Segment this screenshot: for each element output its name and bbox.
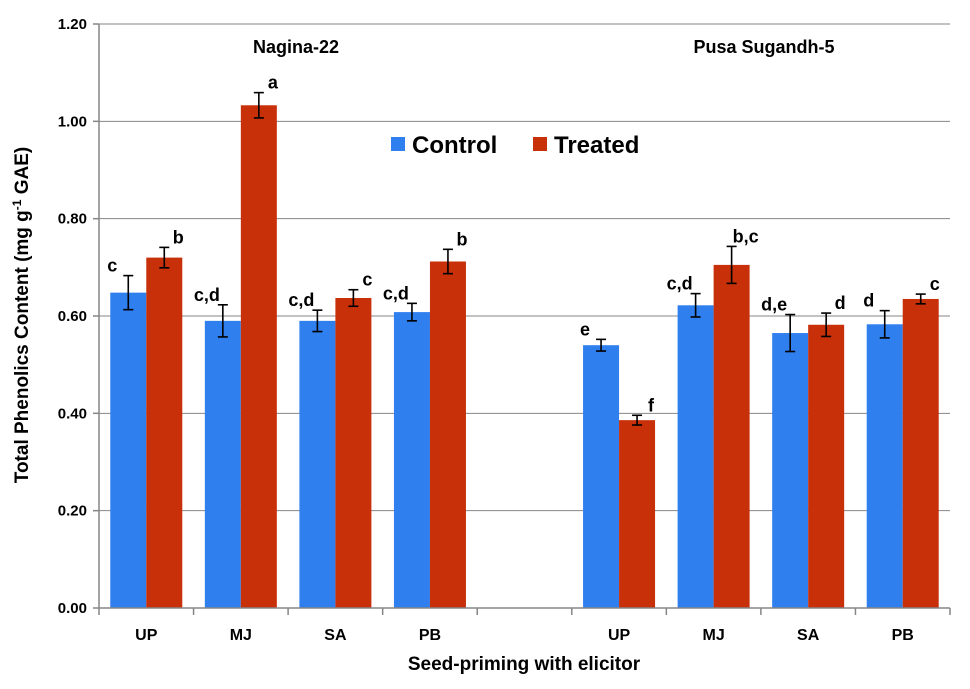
significance-label: d: [863, 291, 874, 311]
significance-label: b: [456, 229, 467, 249]
significance-label: c,d: [288, 290, 314, 310]
y-tick-label: 0.40: [58, 405, 87, 422]
x-tick-label-pb: PB: [419, 627, 441, 644]
significance-label: c,d: [383, 283, 409, 303]
y-axis-title-superscript: -1: [10, 199, 24, 210]
bar-control-up: [110, 292, 147, 608]
bar-control-up: [583, 345, 620, 608]
bar-control-mj: [204, 320, 241, 608]
y-tick-label: 0.60: [58, 308, 87, 325]
x-tick-label-pb: PB: [892, 627, 914, 644]
group-title-nagina-22: Nagina-22: [253, 37, 339, 57]
bar-treated-mj: [240, 105, 277, 609]
y-tick-label: 0.20: [58, 503, 87, 520]
group-title-pusa-sugandh-5: Pusa Sugandh-5: [693, 37, 834, 57]
y-axis-title-main: Total Phenolics Content (mg g: [12, 210, 33, 483]
significance-label: c: [930, 274, 940, 294]
significance-label: c: [107, 256, 117, 276]
y-tick-label: 1.20: [58, 16, 87, 33]
significance-label: d,e: [761, 295, 787, 315]
x-tick-label-mj: MJ: [230, 627, 252, 644]
bar-control-sa: [299, 320, 336, 608]
legend-swatch-control: [391, 137, 405, 151]
bar-treated-up: [146, 257, 183, 608]
y-axis-title: Total Phenolics Content (mg g-1 GAE): [10, 147, 33, 484]
significance-label: f: [648, 395, 655, 415]
significance-label: a: [268, 73, 279, 93]
bar-control-pb: [866, 324, 903, 608]
x-tick-label-sa: SA: [324, 627, 347, 644]
legend-label-treated: Treated: [554, 132, 639, 159]
x-tick-label-sa: SA: [797, 627, 820, 644]
bar-treated-mj: [713, 264, 750, 608]
bar-treated-pb: [429, 261, 466, 608]
labels: 0.00 0.20 0.40 0.60 0.80 1.00 1.20 UP c b MJ c,d a SA…: [58, 16, 940, 644]
legend-label-control: Control: [412, 132, 497, 159]
bar-control-pb: [393, 312, 430, 608]
x-tick-label-mj: MJ: [702, 627, 724, 644]
bars: [110, 91, 939, 609]
significance-label: c,d: [194, 285, 220, 305]
significance-label: d: [835, 293, 846, 313]
significance-label: e: [580, 319, 590, 339]
y-tick-label: 0.80: [58, 211, 87, 228]
significance-label: c: [362, 270, 372, 290]
legend-swatch-treated: [533, 137, 547, 151]
y-tick-label: 0.00: [58, 600, 87, 617]
bar-control-mj: [677, 305, 714, 608]
significance-label: b: [173, 227, 184, 247]
x-tick-label-up: UP: [608, 627, 631, 644]
y-tick-label: 1.00: [58, 113, 87, 130]
significance-label: c,d: [667, 274, 693, 294]
bar-control-sa: [772, 333, 809, 608]
y-axis-title-end: GAE): [12, 147, 33, 200]
bar-treated-pb: [902, 298, 939, 608]
legend: Control Treated: [391, 132, 639, 159]
significance-label: b,c: [733, 226, 759, 246]
axes: [93, 23, 951, 615]
x-tick-label-up: UP: [135, 627, 158, 644]
bar-treated-up: [619, 420, 656, 608]
bar-treated-sa: [808, 324, 845, 608]
x-axis-title: Seed-priming with elicitor: [408, 654, 641, 675]
bar-treated-sa: [335, 297, 372, 608]
